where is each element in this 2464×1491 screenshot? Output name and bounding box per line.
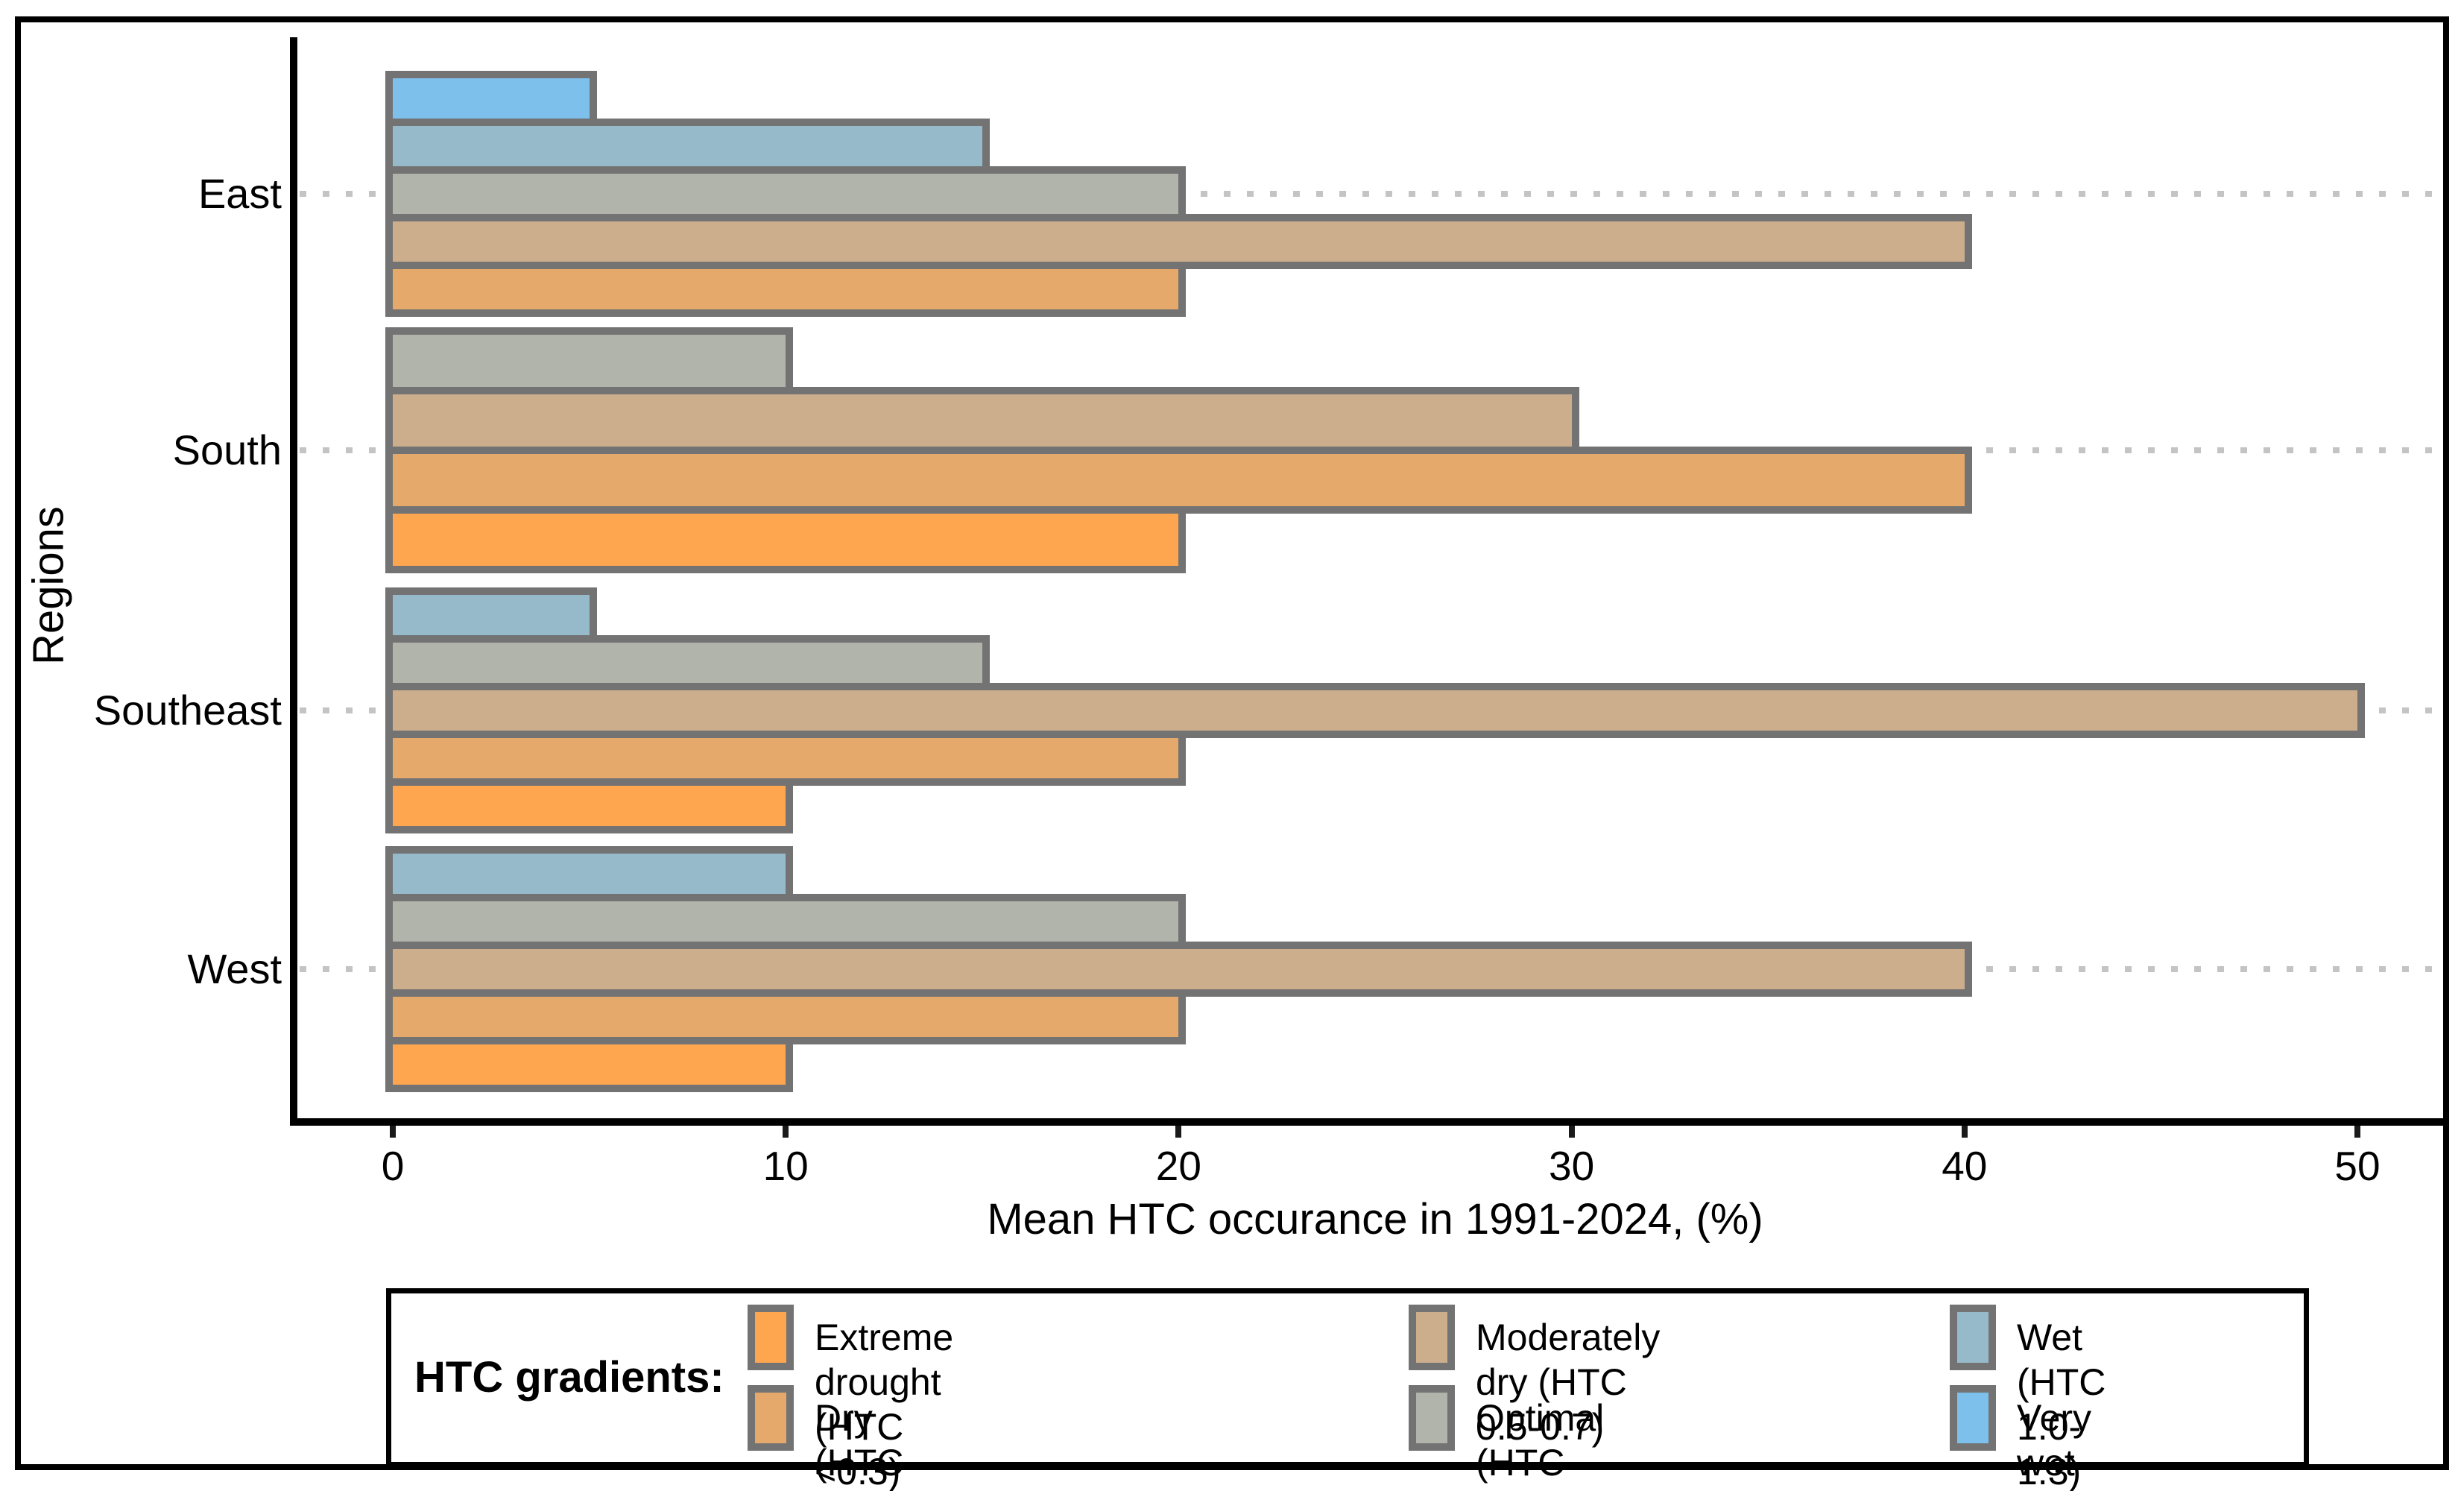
x-tick-label-40: 40	[1942, 1143, 1988, 1189]
bar-east-1	[385, 119, 990, 174]
y-tick-label-west: West	[187, 945, 282, 992]
legend-title: HTC gradients:	[414, 1353, 724, 1402]
legend-swatch-4	[1950, 1305, 1996, 1370]
bar-southeast-4	[385, 778, 794, 833]
bar-south-1	[385, 387, 1579, 454]
bar-west-1	[385, 894, 1187, 949]
bar-east-4	[385, 262, 1187, 317]
x-tick-mark-0	[390, 1126, 396, 1138]
legend-swatch-fill-3	[1416, 1393, 1447, 1443]
legend-swatch-1	[748, 1385, 794, 1451]
x-tick-mark-50	[2354, 1126, 2360, 1138]
legend-swatch-5	[1950, 1385, 1996, 1451]
legend-label-5: Very wet (HTC >1.3)	[2017, 1397, 2106, 1491]
figure-border	[15, 16, 2449, 1470]
bar-west-3	[385, 989, 1187, 1044]
legend-swatch-2	[1409, 1305, 1455, 1370]
x-tick-mark-10	[783, 1126, 789, 1138]
bar-south-0	[385, 327, 794, 394]
x-tick-label-30: 30	[1549, 1143, 1595, 1189]
legend-swatch-fill-1	[755, 1393, 786, 1443]
bar-east-2	[385, 166, 1187, 221]
bar-south-3	[385, 506, 1187, 573]
legend-swatch-0	[748, 1305, 794, 1370]
legend-swatch-fill-4	[1957, 1312, 1988, 1363]
x-tick-label-20: 20	[1155, 1143, 1201, 1189]
x-axis-title: Mean HTC occurance in 1991-2024, (%)	[987, 1195, 1763, 1243]
y-tick-label-south: South	[172, 426, 282, 473]
legend-swatch-3	[1409, 1385, 1455, 1451]
bar-east-3	[385, 214, 1972, 269]
bar-south-2	[385, 447, 1972, 514]
bar-east-0	[385, 71, 597, 126]
legend-swatch-fill-5	[1957, 1393, 1988, 1443]
bar-southeast-3	[385, 731, 1187, 786]
legend-label-4: Wet (HTC 1.0-1.3)	[2017, 1317, 2106, 1491]
bar-southeast-0	[385, 587, 597, 643]
bar-west-0	[385, 846, 794, 901]
legend-label-0: Extreme drought (HTC <0.3)	[815, 1317, 954, 1491]
y-axis-line	[290, 37, 297, 1126]
x-tick-mark-40	[1961, 1126, 1968, 1138]
legend-label-3: Optimal (HTC 0.7-1.0)	[1476, 1397, 1605, 1491]
bar-southeast-2	[385, 683, 2365, 738]
y-axis-title: Regions	[24, 506, 73, 665]
legend-label-1: Dry (HTC 0.3-0.5)	[815, 1397, 904, 1491]
gridline-east	[300, 191, 2443, 197]
x-tick-label-10: 10	[762, 1143, 809, 1189]
x-tick-mark-20	[1175, 1126, 1182, 1138]
legend-label-2: Moderately dry (HTC 0.5-0.7)	[1476, 1317, 1661, 1448]
bar-west-2	[385, 942, 1972, 997]
x-tick-label-50: 50	[2334, 1143, 2381, 1189]
bar-west-4	[385, 1037, 794, 1092]
bar-southeast-1	[385, 635, 990, 690]
y-tick-label-southeast: Southeast	[93, 687, 282, 734]
y-tick-label-east: East	[198, 170, 282, 217]
x-tick-mark-30	[1568, 1126, 1575, 1138]
x-tick-label-0: 0	[381, 1143, 405, 1189]
x-axis-line	[290, 1118, 2448, 1126]
legend-swatch-fill-0	[755, 1312, 786, 1363]
legend-swatch-fill-2	[1416, 1312, 1447, 1363]
